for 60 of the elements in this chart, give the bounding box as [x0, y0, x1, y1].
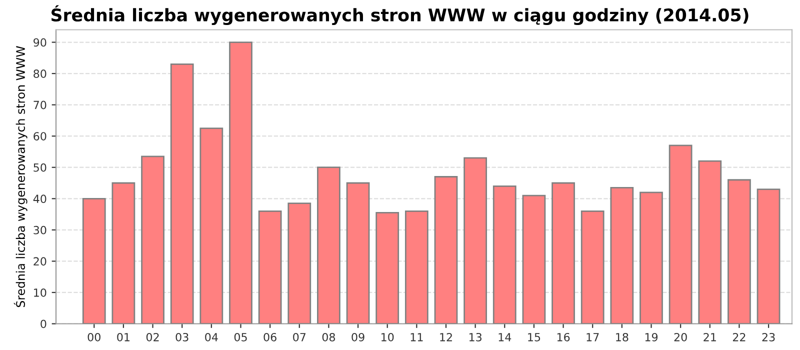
x-tick-label: 19 [645, 332, 658, 342]
x-tick-label: 04 [205, 332, 218, 342]
x-tick-label: 17 [586, 333, 599, 342]
y-tick-label: 30 [34, 226, 46, 234]
bar [288, 202, 312, 324]
x-tick-label: 05 [234, 332, 247, 342]
y-tick-label: 70 [34, 100, 46, 110]
bar [522, 194, 546, 324]
y-tick-label: 60 [34, 132, 46, 140]
x-tick-label: 15 [528, 333, 540, 342]
bar [200, 128, 224, 324]
bar [580, 210, 604, 324]
bar [668, 144, 692, 324]
bar [492, 185, 516, 324]
bar [434, 176, 458, 324]
bar [728, 179, 751, 324]
bar [141, 156, 164, 324]
y-tick-label: 20 [34, 257, 46, 266]
bar [317, 166, 340, 324]
bar [376, 212, 400, 324]
x-tick-label: 22 [732, 332, 746, 342]
y-tick-label: 0 [40, 320, 46, 328]
bar [112, 182, 136, 324]
y-tick-label: 90 [34, 38, 46, 47]
bar [404, 210, 428, 324]
x-tick-label: 03 [176, 332, 188, 342]
y-axis-title: Średnia liczba wygenerowanych stron WWW [14, 46, 28, 308]
bar [464, 157, 488, 324]
x-tick-label: 00 [88, 332, 100, 342]
x-tick-label: 01 [117, 332, 130, 342]
x-tick-label: 18 [616, 332, 628, 342]
x-tick-label: 21 [704, 332, 716, 342]
x-tick-label: 23 [762, 332, 775, 342]
chart-title: Średnia liczba wygenerowanych stron WWW w ciągu godziny (2014.05) [51, 5, 748, 26]
bar [170, 63, 194, 324]
bar [640, 192, 663, 324]
y-tick-label: 10 [34, 288, 46, 297]
y-tick-label: 80 [34, 70, 46, 78]
x-tick-label: 07 [293, 332, 306, 342]
bar [610, 187, 634, 324]
y-tick-label: 40 [33, 194, 46, 204]
bar [346, 182, 370, 324]
x-tick-label: 02 [146, 332, 159, 342]
x-tick-label: 10 [382, 332, 394, 342]
x-tick-label: 14 [498, 333, 512, 342]
x-tick-label: 20 [674, 332, 687, 342]
bar [756, 188, 780, 324]
x-tick-label: 12 [440, 332, 452, 342]
x-tick-label: 08 [322, 332, 336, 342]
x-tick-label: 09 [352, 332, 364, 342]
bar [258, 210, 282, 324]
bar [229, 42, 252, 324]
x-tick-label: 13 [469, 332, 482, 342]
bar [552, 182, 575, 324]
y-tick-label: 50 [34, 163, 46, 172]
bar [82, 198, 106, 324]
x-tick-label: 06 [264, 332, 276, 342]
x-tick-label: 16 [557, 332, 570, 342]
x-tick-label: 11 [410, 333, 423, 342]
bar [698, 160, 722, 324]
